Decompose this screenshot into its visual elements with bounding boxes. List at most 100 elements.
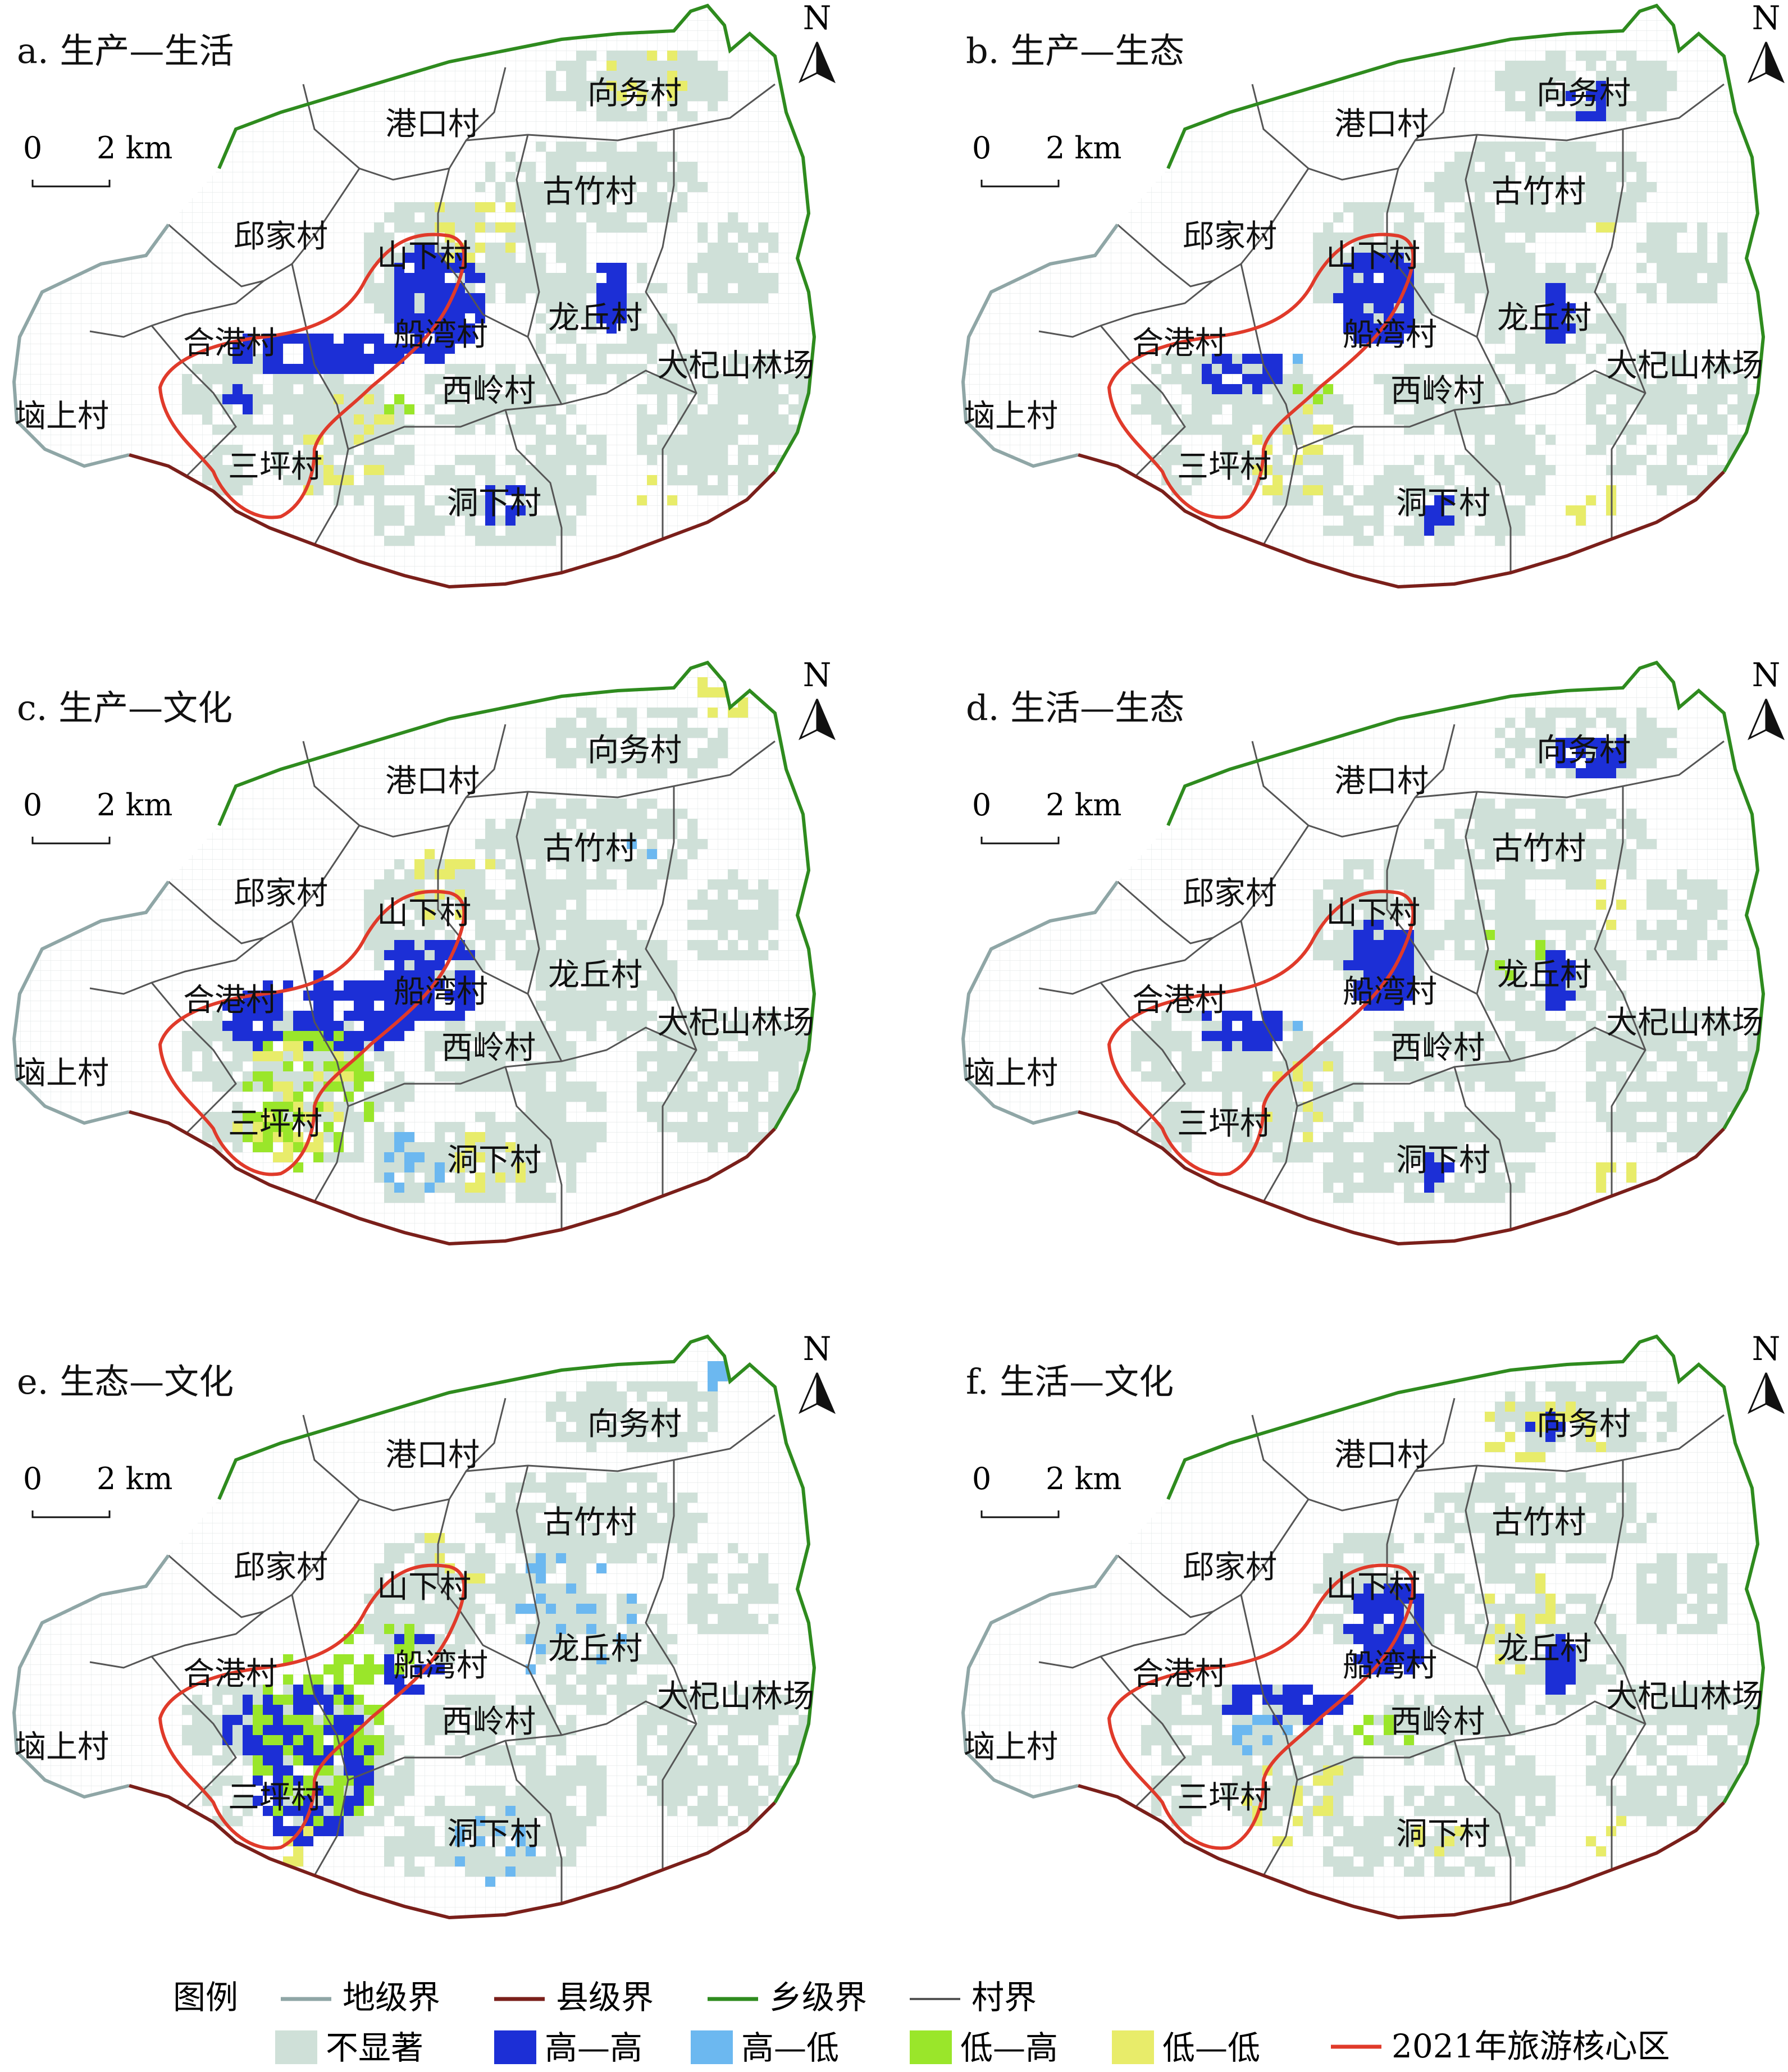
lisa-cell: [596, 142, 606, 152]
lisa-cell: [637, 404, 647, 414]
lisa-cell: [505, 232, 516, 243]
lisa-cell: [748, 283, 758, 293]
lisa-cell: [485, 515, 495, 526]
lisa-cell: [677, 435, 687, 445]
lisa-cell: [536, 253, 546, 263]
lisa-cell: [536, 222, 546, 232]
lisa-cell: [232, 374, 243, 384]
lisa-cell: [445, 384, 455, 394]
lisa-cell: [485, 455, 495, 465]
lisa-cell: [617, 263, 627, 273]
lisa-cell: [222, 445, 232, 455]
lisa-cell: [536, 182, 546, 192]
lisa-cell: [687, 283, 697, 293]
lisa-cell: [263, 425, 273, 435]
lisa-cell: [516, 495, 526, 505]
lisa-cell: [404, 455, 414, 465]
lisa-cell: [313, 414, 323, 425]
lisa-cell: [344, 384, 354, 394]
lisa-cell: [455, 323, 465, 334]
lisa-cell: [293, 425, 303, 435]
lisa-cell: [485, 293, 495, 303]
lisa-cell: [697, 384, 708, 394]
lisa-cell: [323, 394, 334, 404]
lisa-cell: [637, 334, 647, 344]
lisa-cell: [445, 243, 455, 253]
lisa-cell: [465, 323, 475, 334]
lisa-cell: [606, 273, 617, 283]
lisa-cell: [728, 222, 738, 232]
lisa-cell: [394, 212, 404, 222]
lisa-cell: [758, 435, 768, 445]
lisa-cell: [748, 425, 758, 435]
lisa-cell: [293, 364, 303, 374]
lisa-cell: [516, 505, 526, 515]
lisa-cell: [394, 515, 404, 526]
lisa-cell: [253, 384, 263, 394]
lisa-cell: [758, 222, 768, 232]
lisa-cell: [617, 61, 627, 71]
lisa-cell: [546, 152, 556, 162]
lisa-cell: [374, 526, 384, 536]
lisa-cell: [546, 222, 556, 232]
lisa-cell: [536, 192, 546, 202]
lisa-cell: [748, 374, 758, 384]
lisa-cell: [526, 515, 536, 526]
lisa-cell: [475, 212, 485, 222]
lisa-cell: [465, 526, 475, 536]
lisa-cell: [647, 425, 657, 435]
lisa-cell: [222, 374, 232, 384]
lisa-cell: [384, 485, 394, 495]
lisa-cell: [627, 71, 637, 81]
lisa-cell: [435, 495, 445, 505]
lisa-cell: [647, 414, 657, 425]
lisa-cell: [465, 384, 475, 394]
lisa-cell: [697, 435, 708, 445]
lisa-cell: [516, 273, 526, 283]
lisa-cell: [526, 394, 536, 404]
lisa-cell: [414, 526, 425, 536]
lisa-cell: [344, 414, 354, 425]
lisa-cell: [617, 152, 627, 162]
lisa-cell: [505, 172, 516, 182]
lisa-cell: [536, 212, 546, 222]
lisa-cell: [546, 303, 556, 313]
lisa-cell: [566, 222, 576, 232]
lisa-cell: [546, 435, 556, 445]
lisa-cell: [627, 182, 637, 192]
lisa-cell: [677, 394, 687, 404]
lisa-cell: [708, 485, 718, 495]
lisa-cell: [566, 91, 576, 101]
lisa-cell: [556, 425, 566, 435]
lisa-cell: [556, 192, 566, 202]
lisa-cell: [212, 374, 222, 384]
lisa-cell: [374, 293, 384, 303]
lisa-cell: [708, 414, 718, 425]
lisa-cell: [263, 344, 273, 354]
lisa-cell: [354, 344, 364, 354]
lisa-cell: [546, 354, 556, 364]
lisa-cell: [445, 495, 455, 505]
lisa-cell: [303, 394, 313, 404]
lisa-cell: [738, 475, 748, 485]
lisa-cell: [687, 445, 697, 455]
lisa-cell: [394, 293, 404, 303]
lisa-cell: [495, 192, 505, 202]
lisa-cell: [505, 526, 516, 536]
lisa-cell: [586, 182, 596, 192]
lisa-cell: [708, 445, 718, 455]
lisa-cell: [667, 465, 677, 475]
lisa-cell: [657, 202, 667, 212]
lisa-cell: [768, 404, 778, 414]
lisa-cell: [617, 172, 627, 182]
lisa-cell: [384, 313, 394, 323]
lisa-cell: [232, 414, 243, 425]
lisa-cell: [526, 485, 536, 495]
lisa-cell: [384, 293, 394, 303]
lisa-cell: [485, 495, 495, 505]
lisa-cell: [516, 455, 526, 465]
lisa-cell: [586, 152, 596, 162]
lisa-cell: [657, 61, 667, 71]
lisa-cell: [556, 384, 566, 394]
